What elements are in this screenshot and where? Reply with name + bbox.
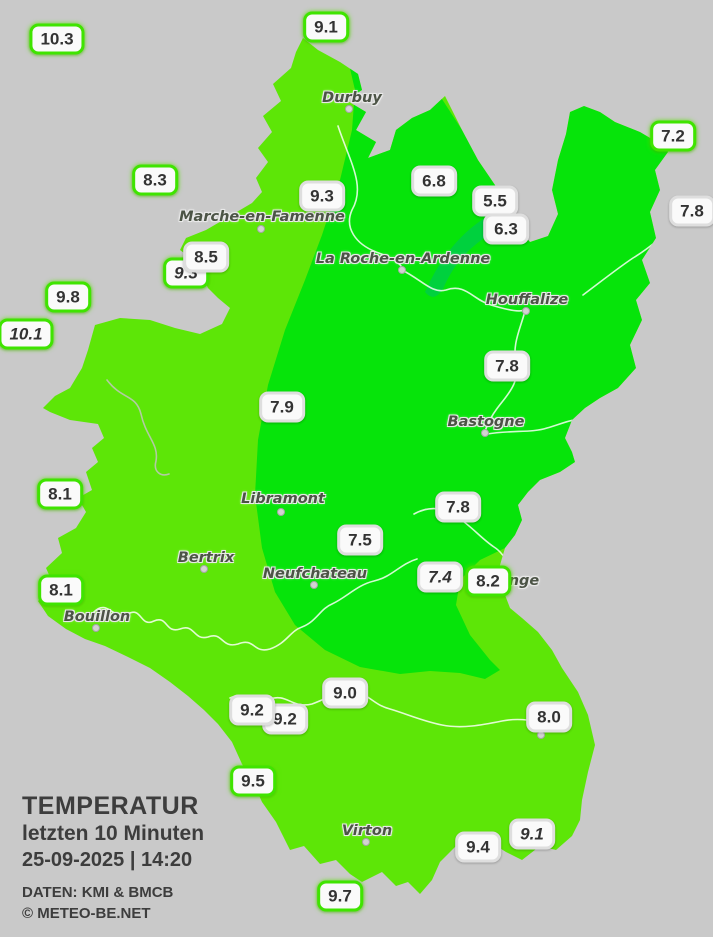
temperature-zone-mid xyxy=(255,60,668,679)
copyright: © METEO-BE.NET xyxy=(22,905,151,922)
city-label: Houffalize xyxy=(485,292,569,308)
temperature-station-label: 8.2 xyxy=(465,565,511,597)
temperature-station-label: 7.2 xyxy=(650,120,696,152)
temperature-station-label: 5.5 xyxy=(472,185,518,217)
city-dot xyxy=(481,429,489,437)
temperature-station-label: 10.1 xyxy=(0,318,54,350)
temperature-station-label: 7.8 xyxy=(484,350,530,382)
temperature-station-label: 9.0 xyxy=(322,677,368,709)
temperature-station-label: 7.8 xyxy=(435,491,481,523)
temperature-station-label: 10.3 xyxy=(29,23,85,55)
temperature-station-label: 9.2 xyxy=(229,694,275,726)
temperature-station-label: 9.3 xyxy=(299,180,345,212)
temperature-station-label: 8.3 xyxy=(132,164,178,196)
temperature-station-label: 9.8 xyxy=(45,281,91,313)
city-label: Bertrix xyxy=(177,550,235,566)
temperature-station-label: 6.8 xyxy=(411,165,457,197)
city-label: Neufchateau xyxy=(262,566,368,582)
map-title: TEMPERATUR xyxy=(22,792,199,820)
city-dot xyxy=(345,105,353,113)
temperature-station-label: 6.3 xyxy=(483,213,529,245)
city-label: La Roche-en-Ardenne xyxy=(315,251,491,267)
city-dot xyxy=(362,838,370,846)
city-label: Libramont xyxy=(241,491,325,507)
temperature-station-label: 8.1 xyxy=(37,478,83,510)
temperature-station-label: 7.5 xyxy=(337,524,383,556)
city-dot xyxy=(310,581,318,589)
temperature-station-label: 8.0 xyxy=(526,701,572,733)
map-datetime: 25-09-2025 | 14:20 xyxy=(22,849,193,871)
temperature-station-label: 8.1 xyxy=(38,574,84,606)
temperature-station-label: 8.5 xyxy=(183,241,229,273)
city-dot xyxy=(522,307,530,315)
temperature-station-label: 7.4 xyxy=(417,561,463,593)
city-dot xyxy=(277,508,285,516)
temperature-station-label: 7.8 xyxy=(669,195,713,227)
city-dot xyxy=(257,225,265,233)
data-credit: DATEN: KMI & BMCB xyxy=(22,884,174,901)
city-label: Bouillon xyxy=(63,609,131,625)
city-dot xyxy=(398,266,406,274)
city-label: Marche-en-Famenne xyxy=(179,209,345,225)
temperature-station-label: 9.5 xyxy=(230,765,276,797)
title-block: TEMPERATUR letzten 10 Minuten 25-09-2025… xyxy=(22,792,204,924)
temperature-station-label: 9.4 xyxy=(455,831,501,863)
city-dot xyxy=(92,624,100,632)
temperature-station-label: 9.7 xyxy=(317,880,363,912)
city-label: nge xyxy=(508,573,540,589)
temperature-station-label: 9.1 xyxy=(509,818,555,850)
temperature-station-label: 7.9 xyxy=(259,391,305,423)
map-subtitle: letzten 10 Minuten xyxy=(22,821,205,845)
city-label: Bastogne xyxy=(447,414,525,430)
city-label: Durbuy xyxy=(322,90,382,106)
city-dot xyxy=(200,565,208,573)
temperature-station-label: 9.1 xyxy=(303,11,349,43)
city-label: Virton xyxy=(341,823,393,839)
